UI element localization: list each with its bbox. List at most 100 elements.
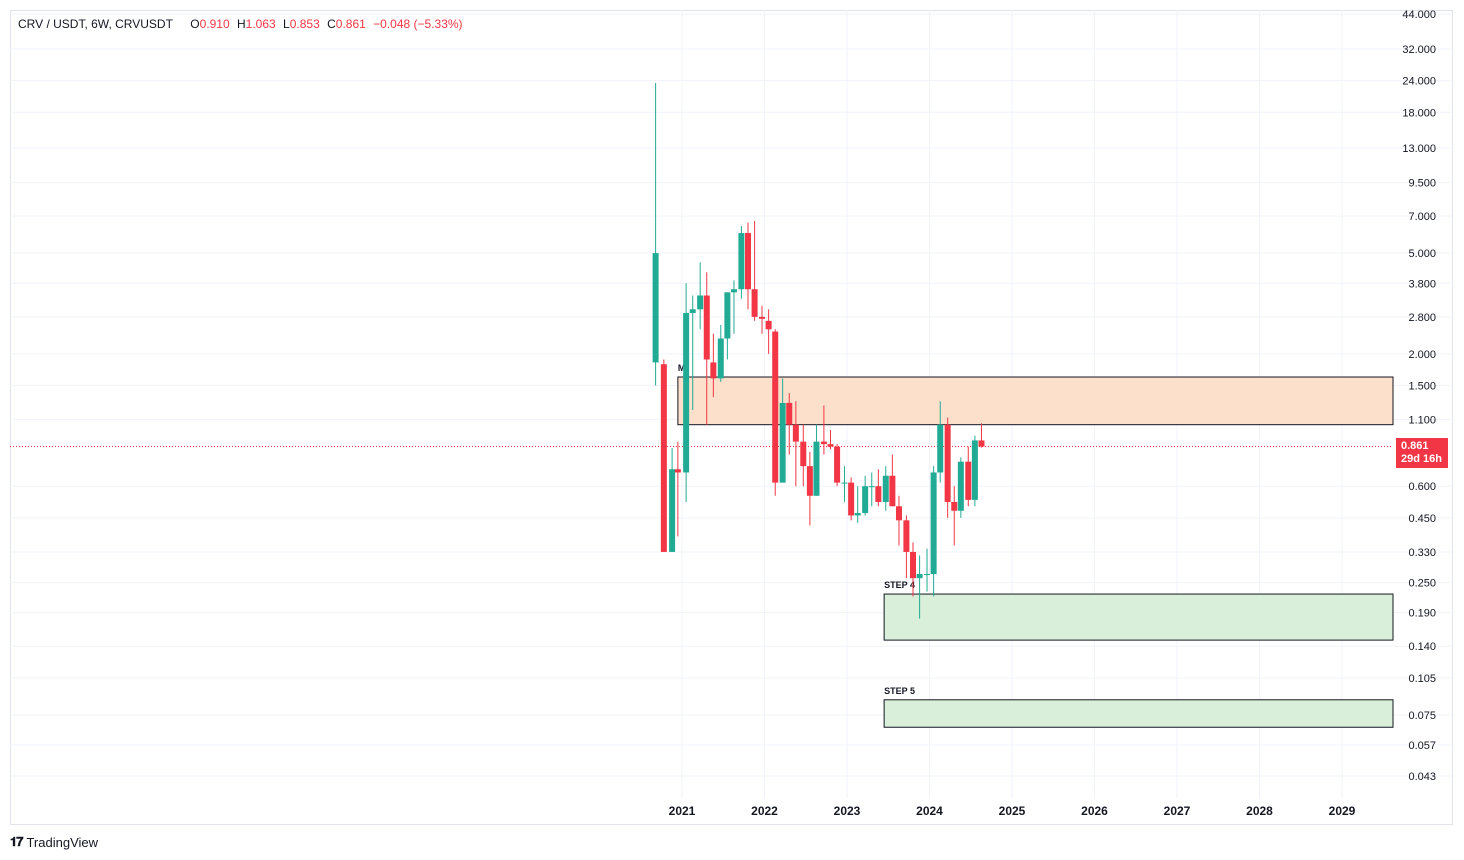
candle-body xyxy=(841,482,848,484)
time-tick-label: 2029 xyxy=(1329,804,1356,818)
candle-body xyxy=(895,506,902,521)
time-tick-label: 2022 xyxy=(751,804,778,818)
time-tick-label: 2028 xyxy=(1246,804,1273,818)
price-tick-label: 2.800 xyxy=(1408,312,1436,324)
candle-body xyxy=(854,513,861,516)
candle-body xyxy=(683,312,690,473)
price-tick-label: 1.500 xyxy=(1408,380,1436,392)
candles xyxy=(652,82,985,619)
candle-body xyxy=(834,446,841,483)
zone-label: STEP 4 xyxy=(884,580,915,590)
candle-body xyxy=(738,233,745,290)
candle-body xyxy=(772,331,779,483)
candle-body xyxy=(889,475,896,507)
candle-body xyxy=(717,338,724,379)
time-tick-label: 2023 xyxy=(834,804,861,818)
candle-body xyxy=(868,486,875,488)
high-label: H xyxy=(236,17,246,31)
last-price-value: 0.861 xyxy=(1401,440,1429,452)
price-tick-label: 18.000 xyxy=(1402,107,1436,119)
candle-body xyxy=(674,469,681,473)
tradingview-logo-icon: 𝟏𝟕 xyxy=(10,834,24,849)
change-value: −0.048 (−5.33%) xyxy=(373,17,463,31)
price-tick-label: 0.075 xyxy=(1408,710,1436,722)
candle-body xyxy=(660,364,667,552)
bar-countdown: 29d 16h xyxy=(1401,453,1442,465)
tradingview-brand[interactable]: 𝟏𝟕 TradingView xyxy=(10,834,98,850)
candle-body xyxy=(703,295,710,360)
time-axis: 2021 2022 2023 2024 2025 2026 2027 2028 2029 xyxy=(669,804,1356,818)
price-tick-label: 0.250 xyxy=(1408,577,1436,589)
candle-body xyxy=(806,466,813,496)
zones: M STEP 4 STEP 5 xyxy=(677,363,1394,728)
price-tick-label: 0.600 xyxy=(1408,481,1436,493)
candle-body xyxy=(862,486,869,514)
price-tick-label: 0.450 xyxy=(1408,513,1436,525)
time-tick-label: 2026 xyxy=(1081,804,1108,818)
open-value: 0.910 xyxy=(199,17,230,31)
price-tick-label: 0.043 xyxy=(1408,771,1436,783)
time-tick-label: 2024 xyxy=(916,804,943,818)
price-tick-label: 1.100 xyxy=(1408,415,1436,427)
price-tick-label: 32.000 xyxy=(1402,44,1436,56)
symbol-info[interactable]: CRV / USDT, 6W, CRVUSDT xyxy=(18,17,173,31)
candle-body xyxy=(820,441,827,445)
price-tick-label: 24.000 xyxy=(1402,76,1436,88)
open-label: O xyxy=(190,17,200,31)
time-tick-label: 2027 xyxy=(1164,804,1191,818)
low-value: 0.853 xyxy=(289,17,320,31)
candle-body xyxy=(697,295,704,310)
candle-body xyxy=(730,289,737,293)
price-tick-label: 0.105 xyxy=(1408,673,1436,685)
candle-body xyxy=(944,424,951,502)
candle-body xyxy=(759,316,766,319)
candle-body xyxy=(751,289,758,317)
close-label: C xyxy=(327,17,336,31)
chart-frame xyxy=(10,10,1453,825)
zone-box[interactable] xyxy=(883,593,1394,641)
candle-body xyxy=(669,469,676,552)
price-tick-label: 0.190 xyxy=(1408,608,1436,620)
candle-body xyxy=(971,440,978,500)
price-tick-label: 0.330 xyxy=(1408,547,1436,559)
candle-body xyxy=(882,475,889,502)
candle-body xyxy=(903,520,910,552)
time-tick-label: 2025 xyxy=(999,804,1026,818)
price-tick-label: 2.000 xyxy=(1408,349,1436,361)
candle-body xyxy=(765,320,772,330)
zone-label: M xyxy=(678,363,686,373)
high-value: 1.063 xyxy=(245,17,276,31)
candle-body xyxy=(724,292,731,339)
candle-body xyxy=(813,441,820,496)
candle-body xyxy=(792,424,799,442)
close-value: 0.861 xyxy=(335,17,366,31)
price-tick-label: 0.057 xyxy=(1408,740,1436,752)
price-axis: 44.000 32.000 24.000 18.000 13.000 9.500 7.000… xyxy=(1402,9,1436,783)
zone-box[interactable] xyxy=(883,699,1394,728)
chart-legend: CRV / USDT, 6W, CRVUSDT O0.910 H1.063 L0… xyxy=(18,17,463,31)
low-label: L xyxy=(283,17,290,31)
candle-body xyxy=(779,402,786,483)
candle-body xyxy=(800,441,807,467)
price-tick-label: 0.140 xyxy=(1408,641,1436,653)
price-tick-label: 44.000 xyxy=(1402,9,1436,21)
candle-body xyxy=(689,309,696,313)
candle-body xyxy=(710,362,717,379)
price-tick-label: 5.000 xyxy=(1408,248,1436,260)
candle-body xyxy=(957,461,964,511)
candle-body xyxy=(910,551,916,579)
zone-box[interactable] xyxy=(677,376,1394,426)
price-tick-label: 13.000 xyxy=(1402,143,1436,155)
time-tick-label: 2021 xyxy=(669,804,696,818)
candle-body xyxy=(965,461,972,500)
zone-label: STEP 5 xyxy=(884,686,915,696)
candle-body xyxy=(745,233,751,290)
candle-body xyxy=(978,440,985,447)
candle-body xyxy=(924,574,931,576)
price-tick-label: 9.500 xyxy=(1408,178,1436,190)
brand-name: TradingView xyxy=(26,834,99,850)
candle-body xyxy=(827,444,834,447)
candle-body xyxy=(875,486,882,502)
candle-body xyxy=(848,482,855,516)
